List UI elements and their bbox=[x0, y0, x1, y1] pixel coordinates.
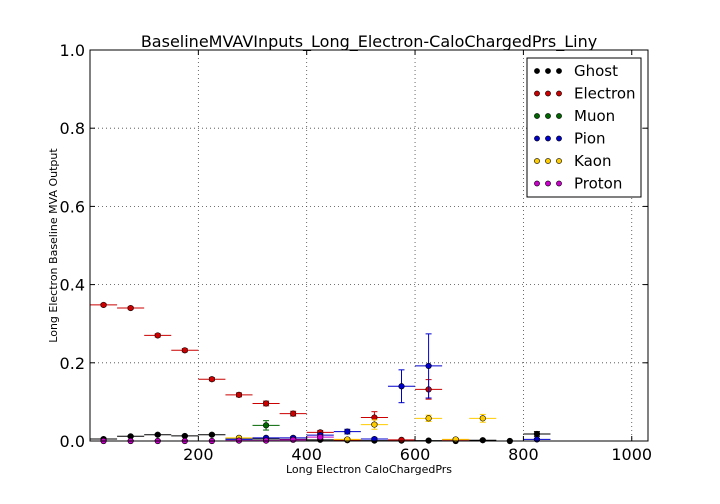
legend-marker bbox=[545, 180, 551, 187]
ticks-layer: 200 400 600 800 1000 0.0 0.2 0.4 0.6 0.8 1.0 bbox=[60, 41, 653, 464]
legend: Ghost Electron Muon Pion Kaon Proton bbox=[526, 57, 642, 198]
data-point bbox=[344, 428, 351, 435]
data-point bbox=[398, 436, 405, 443]
data-point bbox=[208, 431, 215, 438]
data-point bbox=[317, 433, 324, 441]
legend-marker bbox=[545, 90, 551, 97]
legend-marker bbox=[534, 180, 540, 187]
data-point bbox=[371, 435, 378, 443]
y-tick-label: 0.8 bbox=[60, 119, 85, 138]
x-tick-label: 1000 bbox=[611, 445, 652, 464]
legend-box bbox=[526, 57, 642, 198]
x-tick-label: 800 bbox=[508, 445, 539, 464]
axes-frame bbox=[89, 49, 649, 442]
legend-marker bbox=[556, 135, 562, 142]
data-point bbox=[100, 301, 107, 309]
legend-marker bbox=[556, 113, 562, 119]
y-tick-label: 0.4 bbox=[60, 276, 85, 295]
data-point bbox=[127, 304, 134, 312]
chart-title: BaselineMVAVInputs_Long_Electron-CaloCha… bbox=[141, 32, 597, 52]
data-point bbox=[235, 391, 243, 398]
data-point bbox=[425, 415, 432, 422]
data-point bbox=[154, 431, 161, 438]
data-point bbox=[479, 437, 486, 444]
x-tick-label: 200 bbox=[183, 445, 214, 464]
data-point bbox=[398, 383, 405, 390]
legend-label: Ghost bbox=[574, 62, 618, 80]
y-tick-label: 1.0 bbox=[60, 41, 85, 60]
legend-marker bbox=[534, 90, 540, 97]
data-point bbox=[371, 421, 378, 428]
legend-label: Pion bbox=[574, 130, 606, 148]
legend-marker bbox=[534, 68, 540, 74]
y-tick-label: 0.2 bbox=[60, 354, 85, 373]
data-point bbox=[262, 422, 270, 429]
legend-marker bbox=[545, 158, 551, 164]
legend-marker bbox=[545, 113, 551, 119]
data-layer bbox=[90, 301, 551, 445]
legend-label: Proton bbox=[574, 175, 622, 193]
x-tick-label: 600 bbox=[400, 445, 431, 464]
legend-marker bbox=[556, 158, 562, 164]
data-point bbox=[290, 436, 297, 443]
legend-label: Muon bbox=[574, 107, 615, 125]
legend-marker bbox=[534, 113, 540, 119]
data-point bbox=[208, 376, 215, 383]
y-tick-label: 0.6 bbox=[60, 197, 85, 216]
series-pion bbox=[225, 333, 551, 443]
y-axis-label: Long Electron Baseline MVA Output bbox=[47, 148, 60, 343]
data-point bbox=[479, 415, 486, 422]
series-electron bbox=[90, 301, 470, 443]
legend-marker bbox=[545, 68, 551, 74]
y-tick-label: 0.0 bbox=[60, 432, 85, 451]
data-point bbox=[425, 362, 432, 370]
x-tick-label: 400 bbox=[291, 445, 322, 464]
legend-marker bbox=[545, 135, 551, 142]
legend-marker bbox=[534, 135, 540, 142]
data-point bbox=[533, 430, 541, 438]
legend-marker bbox=[556, 90, 562, 97]
data-point bbox=[262, 400, 270, 407]
data-point bbox=[290, 410, 297, 417]
legend-marker bbox=[556, 68, 562, 74]
legend-label: Kaon bbox=[574, 152, 611, 170]
data-point bbox=[181, 432, 188, 440]
legend-marker bbox=[556, 180, 562, 187]
x-axis-label: Long Electron CaloChargedPrs bbox=[286, 463, 452, 476]
series-muon bbox=[252, 420, 280, 431]
data-point bbox=[154, 332, 161, 339]
legend-marker bbox=[534, 158, 540, 164]
legend-label: Electron bbox=[574, 85, 636, 103]
data-point bbox=[181, 347, 188, 354]
